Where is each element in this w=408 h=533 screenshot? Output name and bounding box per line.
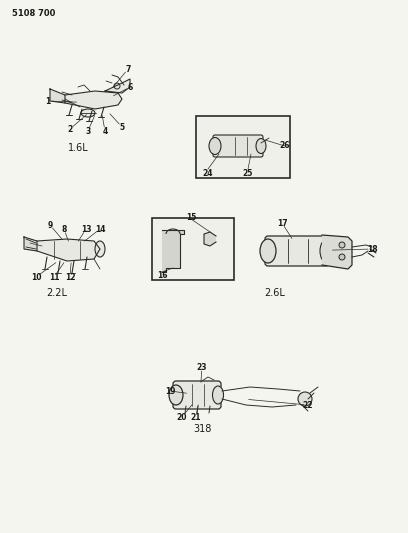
Text: 6: 6 (127, 83, 133, 92)
Text: 1.6L: 1.6L (68, 143, 89, 153)
Circle shape (339, 254, 345, 260)
Ellipse shape (320, 240, 332, 262)
Text: 22: 22 (303, 400, 313, 409)
Text: 5108 700: 5108 700 (12, 9, 55, 18)
Ellipse shape (260, 239, 276, 263)
Polygon shape (37, 239, 100, 261)
Circle shape (298, 392, 312, 406)
Bar (196, 116, 290, 178)
Ellipse shape (95, 241, 105, 257)
Text: 13: 13 (81, 224, 91, 233)
Text: 2.2L: 2.2L (47, 288, 67, 298)
Text: 318: 318 (193, 424, 211, 434)
Polygon shape (162, 230, 184, 272)
Text: 17: 17 (277, 219, 287, 228)
Text: 10: 10 (31, 272, 41, 281)
Polygon shape (50, 89, 65, 103)
Polygon shape (65, 91, 122, 109)
Text: 9: 9 (47, 221, 53, 230)
FancyBboxPatch shape (265, 236, 329, 266)
Polygon shape (204, 232, 216, 246)
Text: 11: 11 (49, 272, 59, 281)
Text: 7: 7 (125, 64, 131, 74)
Text: 12: 12 (65, 272, 75, 281)
Text: 3: 3 (85, 126, 91, 135)
FancyBboxPatch shape (213, 135, 263, 157)
Text: 20: 20 (177, 413, 187, 422)
Text: 18: 18 (367, 245, 377, 254)
Text: 25: 25 (243, 168, 253, 177)
Ellipse shape (256, 139, 266, 154)
Text: 2: 2 (67, 125, 73, 133)
Text: 8: 8 (61, 224, 67, 233)
Polygon shape (105, 79, 130, 93)
Text: 16: 16 (157, 271, 167, 279)
Text: 19: 19 (165, 386, 175, 395)
Circle shape (114, 83, 120, 89)
Text: 2.6L: 2.6L (264, 288, 286, 298)
FancyBboxPatch shape (173, 381, 221, 409)
Ellipse shape (169, 385, 183, 405)
Ellipse shape (209, 138, 221, 155)
Text: 23: 23 (197, 362, 207, 372)
Text: 26: 26 (280, 141, 290, 150)
Text: 15: 15 (186, 213, 196, 222)
Text: 1: 1 (45, 96, 51, 106)
Ellipse shape (213, 386, 224, 404)
Circle shape (339, 242, 345, 248)
Polygon shape (322, 235, 352, 269)
Text: 14: 14 (95, 224, 105, 233)
Ellipse shape (81, 109, 95, 117)
Polygon shape (24, 237, 37, 251)
Text: 24: 24 (203, 168, 213, 177)
Text: 5: 5 (120, 123, 124, 132)
Text: 4: 4 (102, 126, 108, 135)
Bar (152, 218, 234, 280)
Text: 21: 21 (191, 413, 201, 422)
